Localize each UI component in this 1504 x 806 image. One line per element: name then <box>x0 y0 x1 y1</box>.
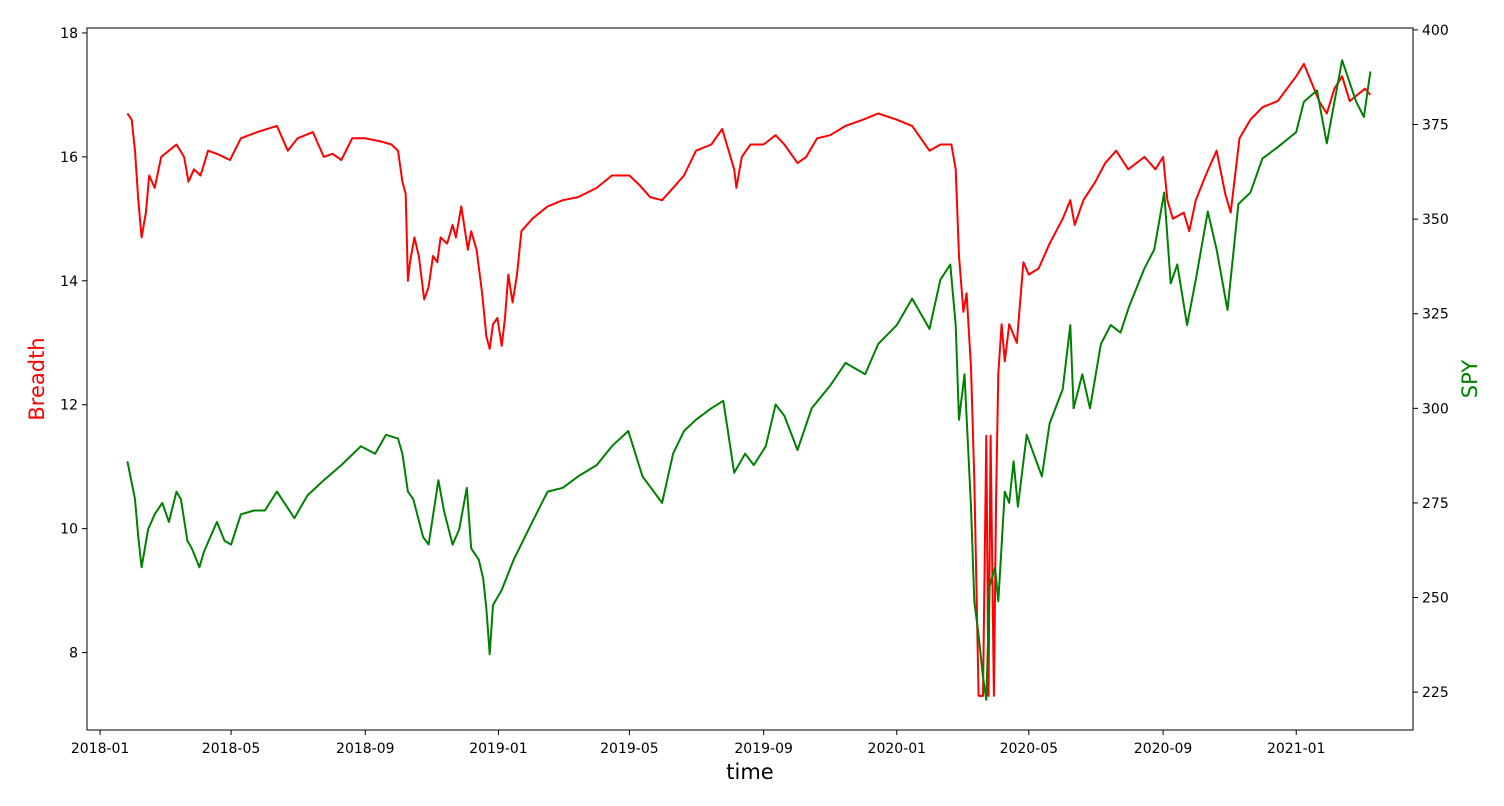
y-left-tick-label: 14 <box>60 274 78 290</box>
y-right-tick-label: 300 <box>1422 401 1449 417</box>
y-left-tick-label: 10 <box>60 522 78 538</box>
y-left-tick-label: 8 <box>69 646 78 662</box>
y-axis-left-title: Breadth <box>25 337 49 420</box>
spy-series-line <box>126 59 1372 701</box>
y-right-tick-label: 275 <box>1422 496 1449 512</box>
y-axis-right: 225 250 275 300 325 350 375 400 <box>1413 23 1449 701</box>
y-right-tick-label: 250 <box>1422 591 1449 607</box>
x-tick-label: 2018-09 <box>336 741 395 757</box>
plot-frame <box>86 27 1414 731</box>
x-tick-label: 2020-09 <box>1134 741 1193 757</box>
y-axis-right-title: SPY <box>1458 360 1482 399</box>
y-left-tick-label: 18 <box>60 26 78 42</box>
y-right-tick-label: 225 <box>1422 685 1449 701</box>
x-tick-label: 2021-01 <box>1267 741 1326 757</box>
x-tick-label: 2019-09 <box>734 741 793 757</box>
y-right-tick-label: 375 <box>1422 118 1449 134</box>
plot-lines <box>126 59 1372 701</box>
y-left-tick-label: 16 <box>60 150 78 166</box>
y-right-tick-label: 400 <box>1422 23 1449 39</box>
x-tick-label: 2019-01 <box>469 741 528 757</box>
x-axis-title: time <box>726 760 773 784</box>
breadth-series-line <box>126 62 1372 697</box>
y-right-tick-label: 325 <box>1422 307 1449 323</box>
y-left-tick-label: 12 <box>60 398 78 414</box>
x-axis: 2018-01 2018-05 2018-09 2019-01 2019-05 2019-… <box>71 730 1326 757</box>
x-tick-label: 2020-05 <box>1000 741 1059 757</box>
x-tick-label: 2019-05 <box>600 741 659 757</box>
x-tick-label: 2018-01 <box>71 741 130 757</box>
y-axis-left: 8 10 12 14 16 18 <box>60 26 87 662</box>
y-right-tick-label: 350 <box>1422 212 1449 228</box>
x-tick-label: 2018-05 <box>202 741 261 757</box>
x-tick-label: 2020-01 <box>868 741 927 757</box>
